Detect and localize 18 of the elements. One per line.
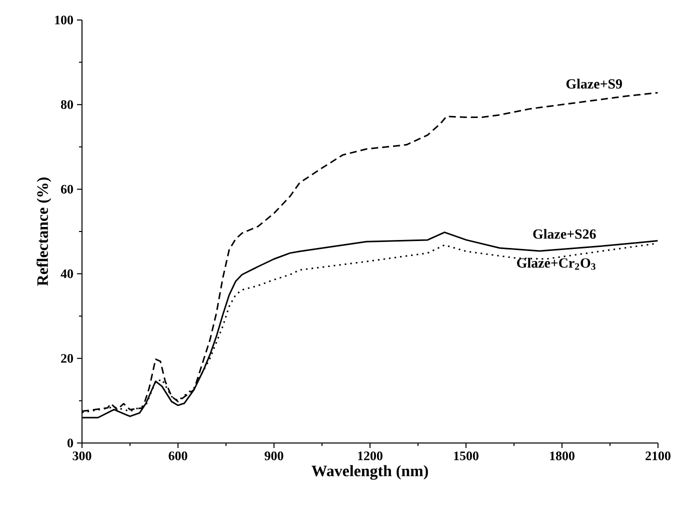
y-tick-label: 20: [61, 354, 74, 363]
series-label: Glaze+Cr$_{2}$O$_{3}$: [517, 258, 596, 270]
y-tick-label: 100: [55, 16, 74, 24]
y-tick-label: 0: [68, 438, 74, 448]
x-tick-label: 300: [72, 452, 92, 460]
x-axis-title: Wavelength (nm): [312, 465, 428, 480]
x-tick-label: 600: [168, 452, 188, 460]
x-tick-label: 900: [264, 452, 284, 460]
x-tick-label: 1200: [358, 452, 382, 460]
x-tick-label: 2100: [646, 452, 670, 460]
series-label: Glaze+S26: [533, 228, 596, 239]
y-tick-label: 40: [60, 269, 74, 278]
y-tick-label: 80: [60, 100, 74, 109]
series-label: Glaze+S9: [566, 78, 622, 89]
x-tick-label: 1500: [454, 452, 478, 460]
x-tick-label: 1800: [550, 452, 574, 460]
y-tick-label: 60: [60, 184, 74, 194]
y-axis-title: Reflectance (%): [36, 178, 52, 286]
